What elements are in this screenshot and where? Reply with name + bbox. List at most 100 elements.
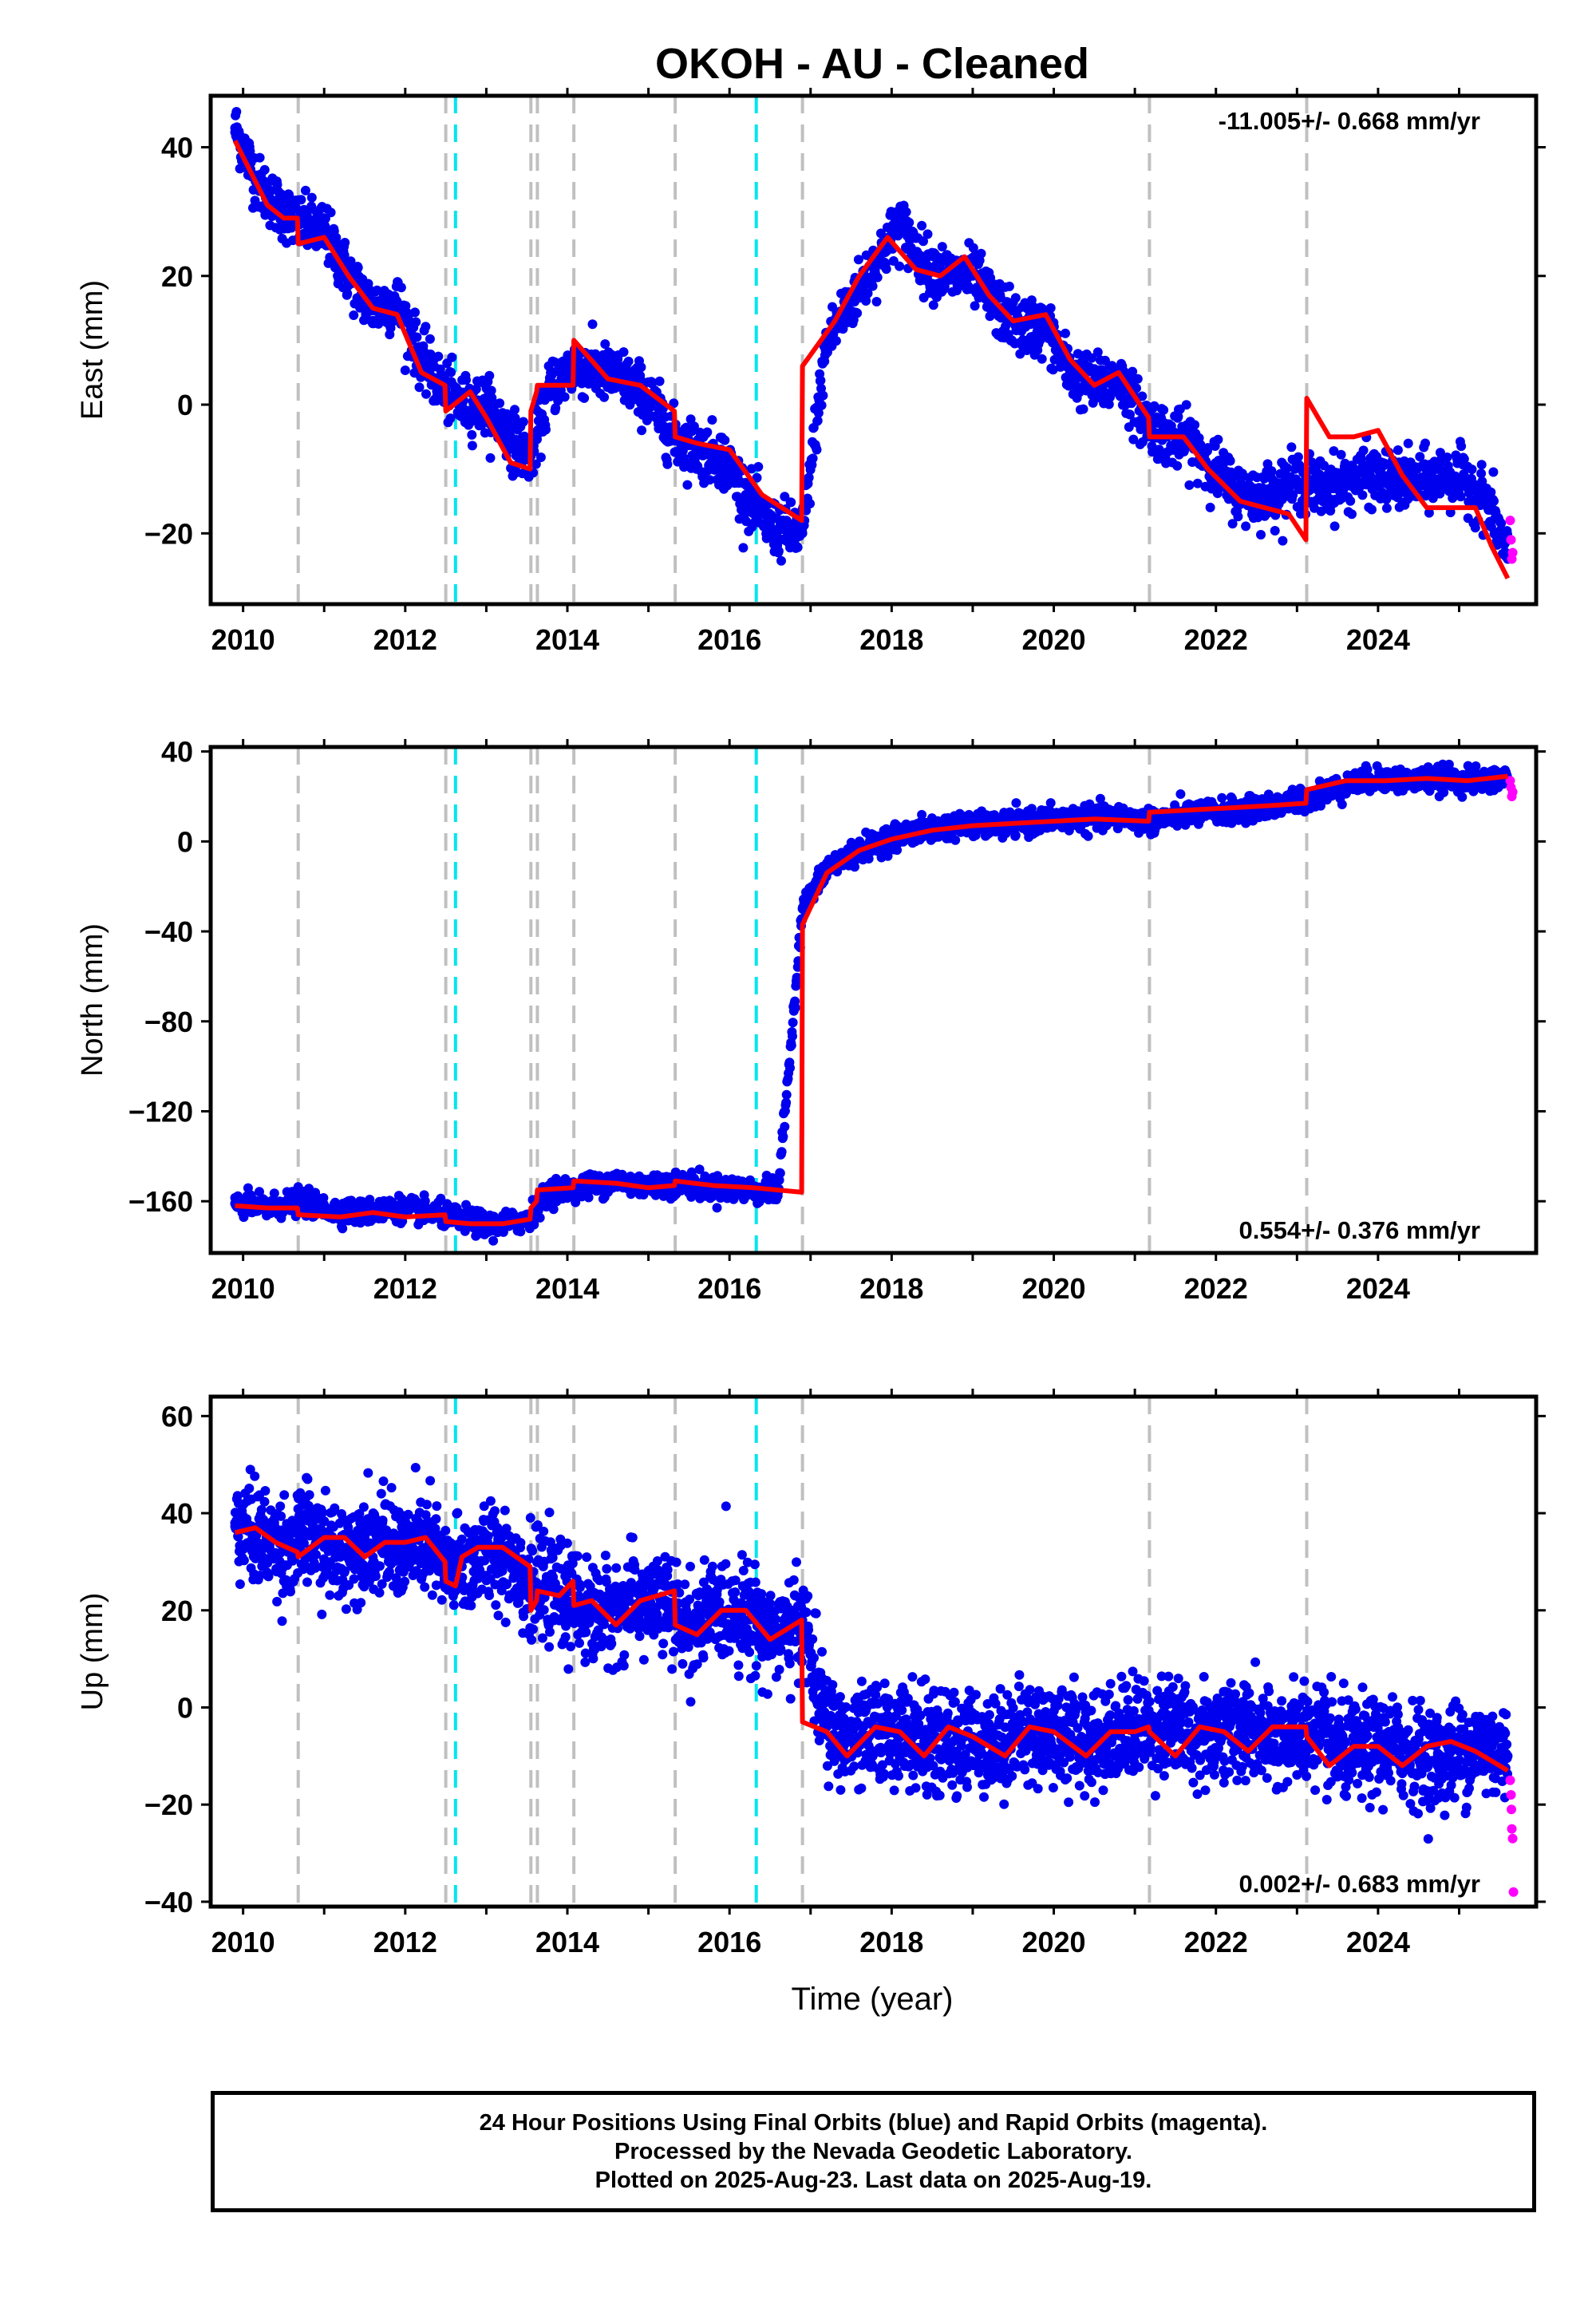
east-final-point: [1476, 460, 1487, 470]
east-final-point: [396, 283, 406, 293]
east-final-point: [1347, 509, 1357, 520]
east-final-point: [1381, 503, 1392, 513]
east-final-point: [1456, 441, 1467, 452]
east-final-anchor-33: [1016, 322, 1026, 333]
east-final-anchor-21: [717, 451, 727, 461]
east-final-anchor-12: [505, 432, 516, 442]
east-final-point: [1288, 490, 1298, 500]
east-final-point: [467, 429, 477, 440]
east-final-point: [1329, 521, 1340, 532]
east-final-point: [1329, 446, 1339, 456]
east-final-anchor-44: [1292, 476, 1302, 487]
east-final-point: [818, 390, 828, 401]
east-final-point: [1282, 463, 1292, 473]
east-final-point: [471, 384, 481, 394]
east-final-point: [720, 435, 730, 445]
east-final-point: [623, 356, 634, 366]
east-final-point: [266, 186, 276, 196]
east-final-point: [752, 472, 762, 483]
east-final-point: [1225, 456, 1235, 466]
east-final-point: [1173, 412, 1183, 421]
north-final-point: [1045, 798, 1056, 808]
east-final-point: [1316, 506, 1326, 516]
east-final-point: [861, 296, 871, 306]
east-final-point: [1092, 347, 1103, 358]
east-final-point: [433, 351, 444, 362]
east-final-point: [1086, 353, 1096, 363]
east-final-point: [259, 164, 270, 175]
east-model-line: [232, 140, 1511, 580]
east-final-point: [1442, 453, 1452, 462]
east-final-point: [753, 461, 764, 472]
east-xtick-label-2: 2014: [535, 623, 599, 656]
east-ytick-label-2: 20: [161, 260, 193, 293]
east-xtick-label-1: 2012: [373, 623, 437, 656]
east-final-point: [986, 273, 996, 283]
east-final-point: [808, 453, 818, 464]
east-final-point: [231, 107, 242, 117]
east-final-anchor-49: [1413, 476, 1424, 487]
north-final-point: [863, 854, 874, 864]
north-final-point: [892, 845, 903, 856]
east-final-point: [1415, 452, 1425, 462]
east-final-point: [1128, 434, 1139, 445]
east-rate-label: -11.005+/- 0.668 mm/yr: [1219, 107, 1480, 135]
east-final-point: [875, 228, 886, 239]
east-final-point: [1149, 401, 1159, 411]
north-final-point: [1011, 798, 1021, 808]
east-final-point: [284, 189, 294, 200]
east-final-point: [1213, 434, 1223, 445]
east-final-point: [579, 393, 590, 403]
east-final-point: [1137, 391, 1148, 401]
east-final-point: [1104, 399, 1114, 409]
east-final-point: [881, 264, 891, 275]
east-final-point: [1190, 420, 1200, 430]
east-final-point: [600, 339, 610, 350]
east-final-point: [1205, 502, 1215, 512]
east-final-point: [326, 207, 336, 218]
north-final-point: [778, 1132, 788, 1142]
east-ytick-label-3: 40: [161, 132, 193, 164]
east-final-point: [1125, 409, 1135, 420]
east-final-point: [447, 352, 457, 362]
east-final-point: [495, 398, 505, 409]
east-final-point: [559, 392, 570, 402]
north-final-point: [786, 1040, 796, 1050]
east-final-point: [662, 459, 673, 469]
east-final-point: [816, 400, 827, 410]
east-final-point: [1233, 512, 1243, 522]
east-final-anchor-22: [741, 489, 751, 500]
east-final-point: [599, 392, 610, 402]
east-final-point: [1357, 490, 1368, 500]
east-final-point: [518, 417, 528, 427]
east-final-point: [678, 445, 688, 456]
east-final-point: [871, 297, 882, 306]
north-final-point: [775, 1168, 785, 1178]
east-final-point: [1181, 400, 1191, 410]
east-final-point: [1192, 478, 1203, 488]
north-final-point: [529, 1219, 539, 1230]
east-final-point: [349, 310, 359, 320]
north-final-point: [788, 1018, 798, 1028]
east-final-point: [918, 236, 928, 247]
east-y-axis-label: East (mm): [76, 280, 109, 420]
north-final-point: [269, 1188, 279, 1199]
north-final-point: [780, 1121, 790, 1132]
east-final-point: [339, 250, 350, 260]
east-final-point: [872, 272, 883, 283]
north-final-point: [788, 1031, 797, 1041]
east-final-anchor-11: [481, 400, 492, 410]
east-final-point: [928, 300, 938, 310]
north-final-point: [535, 1212, 545, 1223]
east-final-point: [1203, 443, 1213, 453]
east-final-anchor-47: [1365, 470, 1375, 480]
east-final-point: [461, 375, 471, 385]
east-final-point: [853, 255, 863, 265]
east-final-point: [792, 542, 803, 552]
east-final-point: [1061, 328, 1070, 338]
east-final-point: [1477, 476, 1487, 487]
east-final-point: [1266, 466, 1277, 476]
east-final-point: [682, 480, 693, 490]
east-final-point: [812, 416, 823, 426]
